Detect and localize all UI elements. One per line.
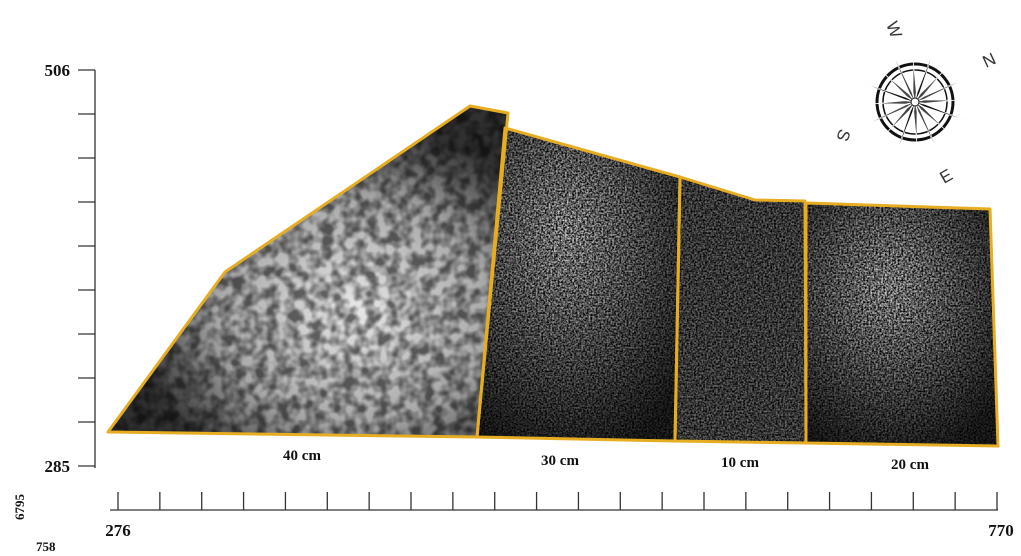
compass-point (875, 101, 915, 104)
compass-label: W (882, 19, 905, 41)
compass-label: N (980, 49, 999, 71)
compass-label: S (832, 127, 854, 144)
map-texture (100, 100, 1000, 450)
region-label: 30 cm (541, 453, 579, 469)
corner-vertical-label: 6795 (12, 494, 27, 521)
figure: 506 285 276 770 6795 758 40 cm 30 cm 10 … (0, 0, 1021, 556)
region-label: 20 cm (891, 457, 929, 473)
x-axis-left-label: 276 (105, 521, 131, 540)
compass-center (911, 98, 919, 106)
corner-bottom-label: 758 (36, 539, 56, 554)
region-label: 10 cm (721, 455, 759, 471)
compass (861, 48, 970, 157)
compass-point (913, 62, 916, 102)
y-axis-bottom-label: 285 (45, 457, 71, 476)
compass-label: E (937, 165, 956, 187)
compass-point (915, 100, 955, 103)
x-axis-right-label: 770 (988, 521, 1014, 540)
region-label: 40 cm (283, 448, 321, 464)
y-axis-top-label: 506 (45, 61, 71, 80)
compass-point (914, 102, 917, 142)
